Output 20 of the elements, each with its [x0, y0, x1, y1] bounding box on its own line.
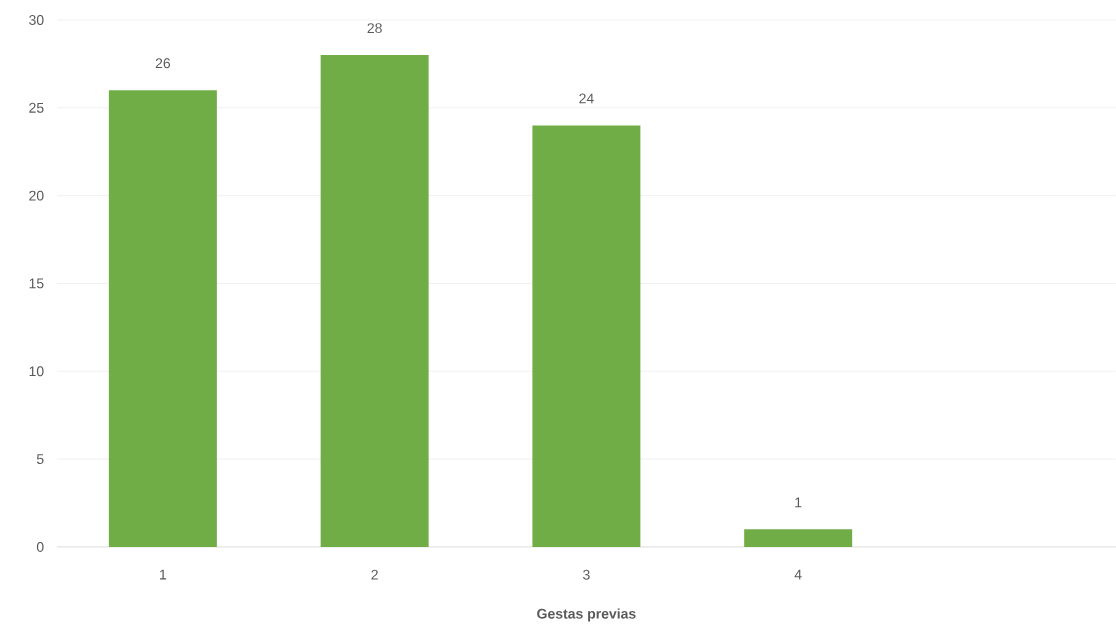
x-tick-label: 2 — [371, 569, 378, 580]
y-tick-label: 0 — [36, 542, 44, 552]
bar — [532, 125, 641, 547]
y-tick-label: 30 — [29, 15, 44, 25]
data-label: 26 — [155, 58, 171, 69]
x-tick-label: 4 — [794, 569, 802, 580]
y-tick-label: 10 — [29, 366, 44, 377]
x-tick-label: 3 — [583, 569, 590, 580]
bar — [108, 90, 217, 547]
y-tick-label: 5 — [36, 454, 44, 465]
y-tick-label: 25 — [29, 102, 44, 113]
y-tick-label: 15 — [29, 278, 44, 289]
data-label: 28 — [367, 23, 382, 34]
data-label: 1 — [795, 497, 802, 508]
bar — [744, 529, 853, 547]
data-label: 24 — [579, 93, 594, 104]
bar — [320, 55, 429, 547]
y-tick-label: 20 — [29, 190, 44, 201]
x-tick-label: 1 — [160, 569, 167, 580]
x-axis-title: Gestas previas — [537, 608, 636, 622]
